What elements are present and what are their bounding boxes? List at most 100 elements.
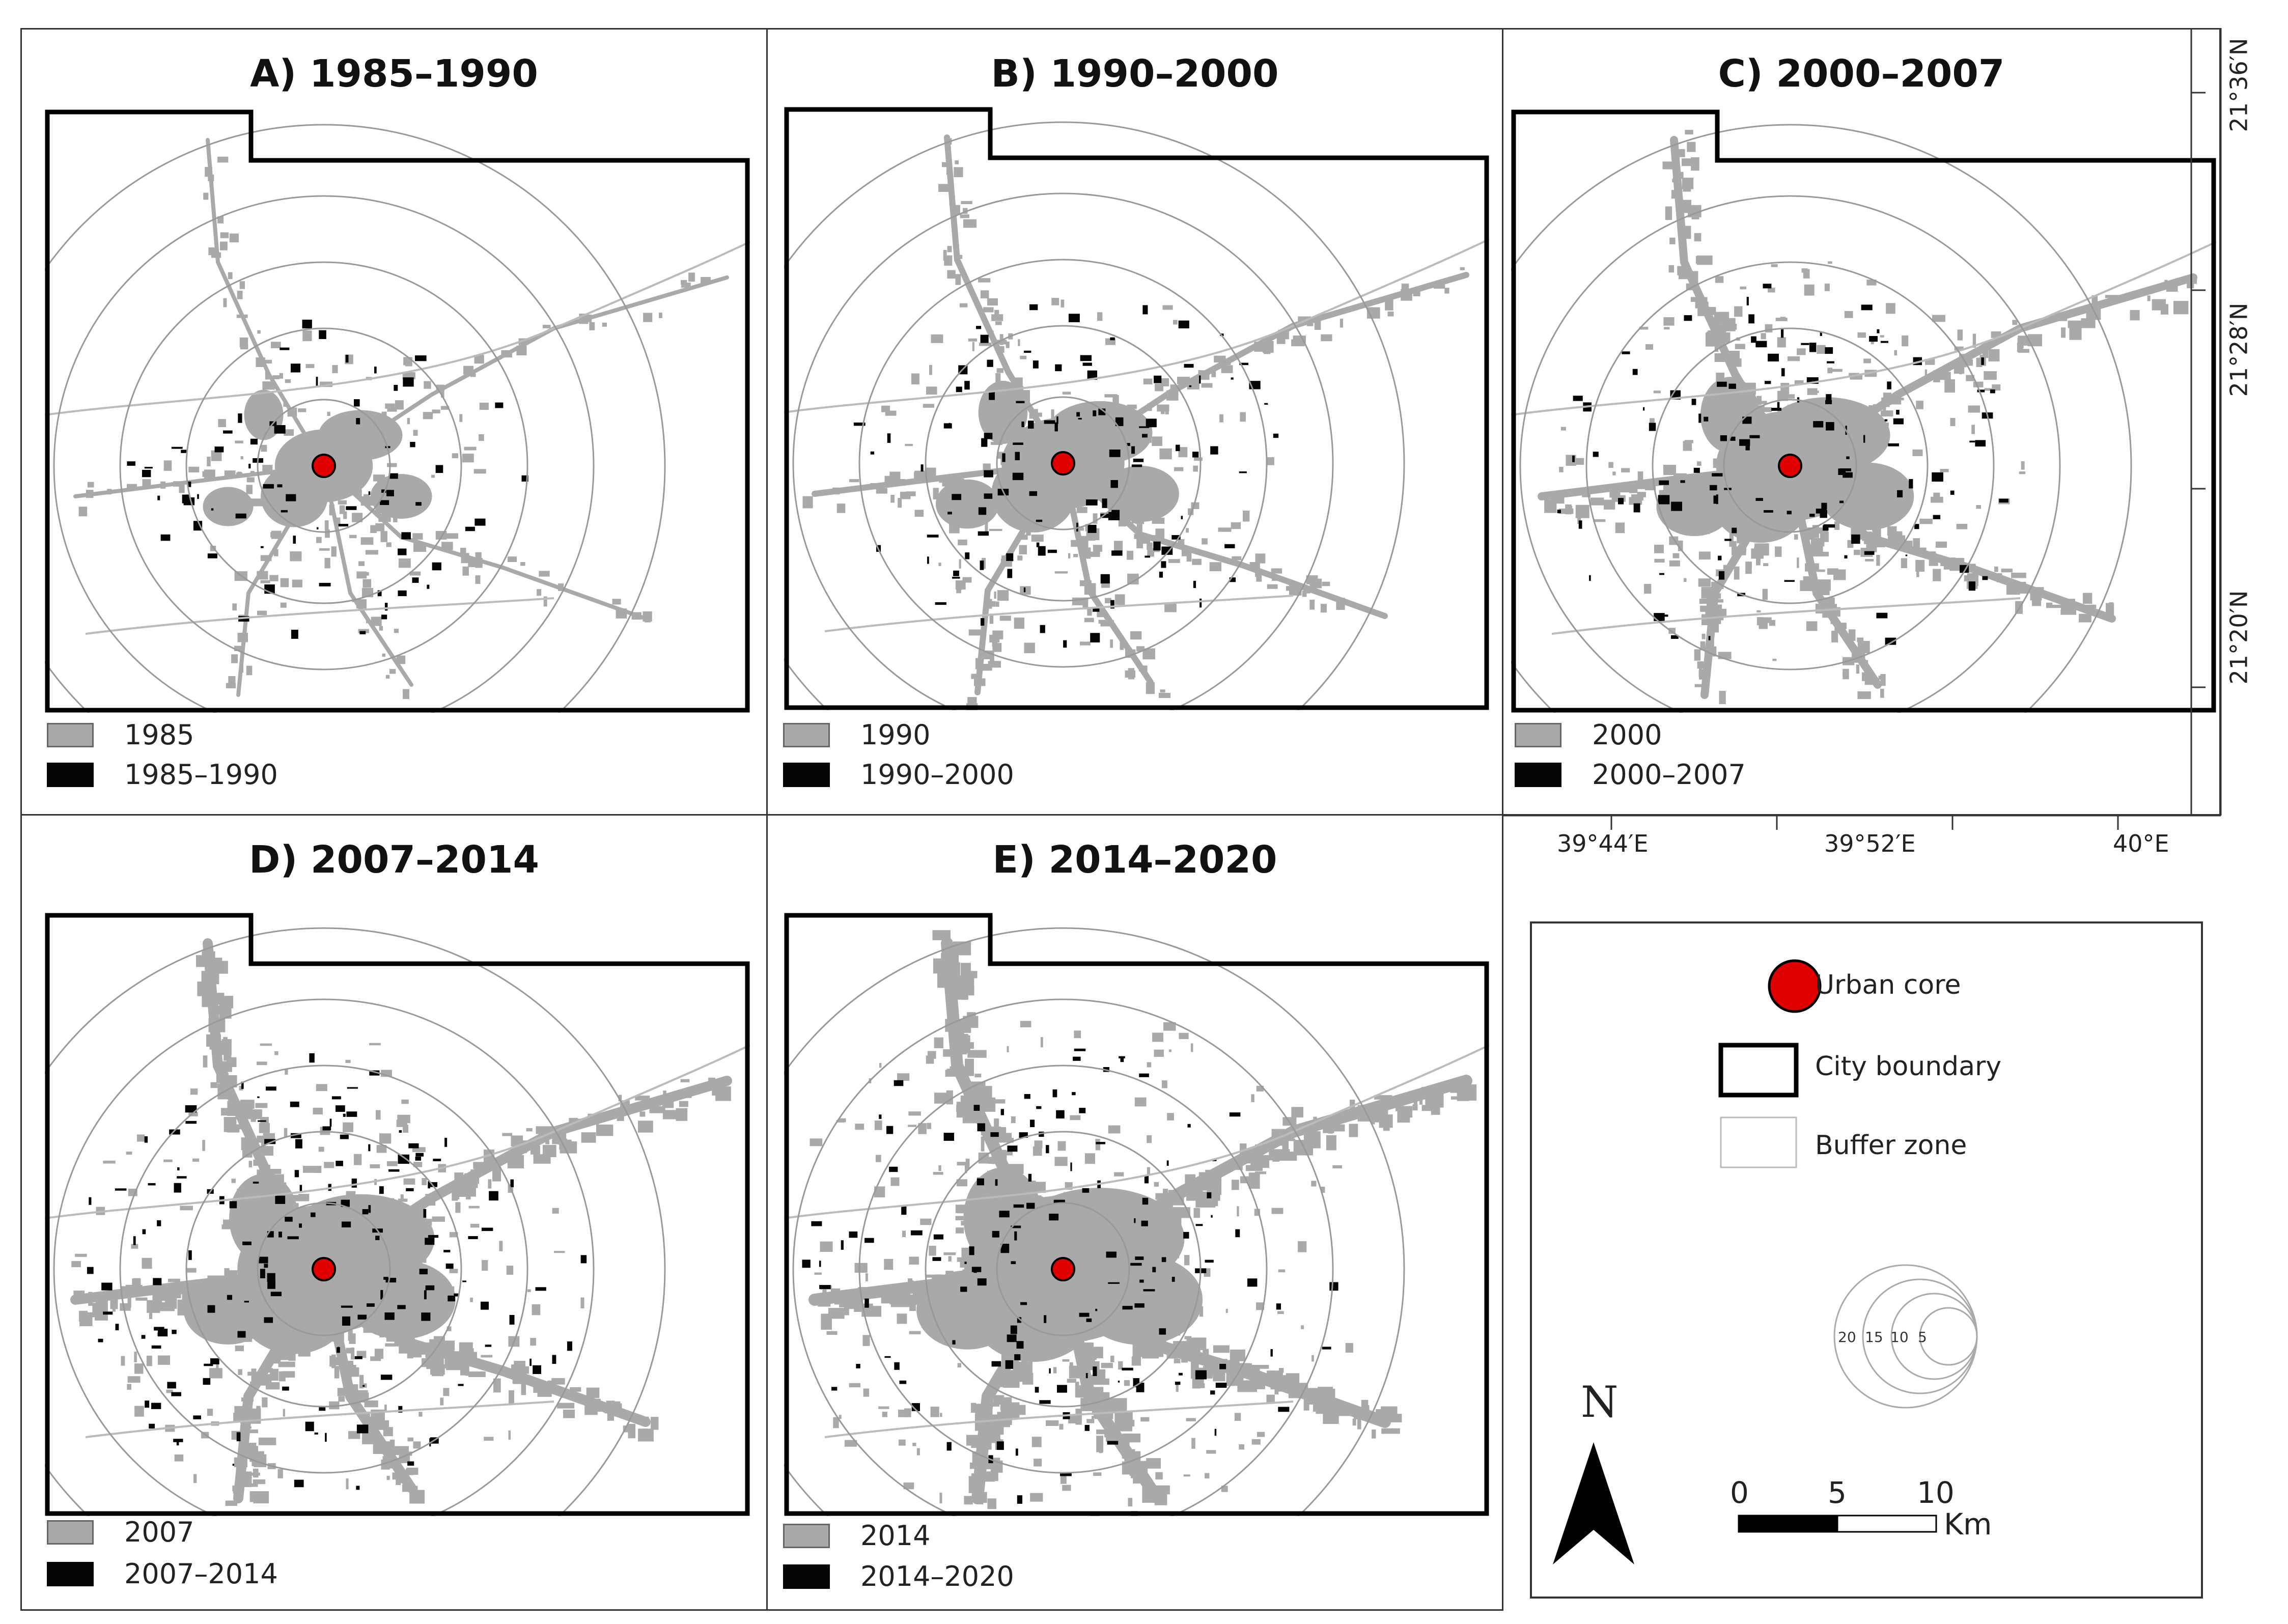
urban-patch <box>319 1305 333 1309</box>
urban-patch <box>470 1297 473 1302</box>
urban-patch <box>127 1376 141 1383</box>
urban-growth-patch <box>1085 499 1098 506</box>
urban-patch <box>1818 551 1829 556</box>
urban-patch <box>383 1253 390 1259</box>
urban-patch <box>136 1134 145 1142</box>
panel-title: E) 2014–2020 <box>992 838 1277 882</box>
urban-growth-patch <box>351 1178 357 1188</box>
urban-patch <box>241 1483 258 1487</box>
urban-patch <box>223 298 227 307</box>
urban-growth-patch <box>1133 458 1144 462</box>
urban-patch <box>228 676 236 684</box>
urban-patch <box>209 1368 222 1379</box>
urban-patch <box>926 1274 944 1278</box>
urban-patch <box>1701 633 1706 639</box>
urban-growth-patch <box>299 1185 302 1191</box>
urban-patch <box>220 232 229 238</box>
urban-patch <box>1364 1405 1370 1413</box>
urban-patch <box>989 528 1002 531</box>
legend-change-c: 2000–2007 <box>1515 759 1746 791</box>
urban-growth-patch <box>1084 1424 1090 1431</box>
legend-base-c: 2000 <box>1515 719 1662 751</box>
urban-patch <box>595 1398 601 1408</box>
urban-patch <box>1040 426 1053 430</box>
urban-patch <box>1164 602 1177 612</box>
urban-patch <box>407 417 410 425</box>
urban-patch <box>462 454 474 463</box>
urban-patch <box>612 599 621 605</box>
legend-label: 2000–2007 <box>1592 759 1746 791</box>
urban-patch <box>990 441 1003 445</box>
urban-patch <box>943 249 947 261</box>
urban-growth-patch <box>889 1166 898 1172</box>
urban-patch <box>396 1467 402 1471</box>
urban-patch <box>1457 1085 1469 1101</box>
urban-patch <box>1170 1247 1180 1258</box>
urban-patch <box>938 1165 941 1171</box>
urban-patch <box>253 1468 259 1478</box>
urban-patch <box>1031 535 1044 542</box>
urban-patch <box>375 523 385 531</box>
urban-patch <box>1751 548 1764 559</box>
urban-patch <box>701 277 711 284</box>
urban-patch <box>163 460 172 471</box>
urban-patch <box>275 1351 287 1355</box>
urban-patch <box>389 669 396 674</box>
urban-patch <box>1025 1224 1036 1230</box>
urban-growth-patch <box>290 1133 301 1138</box>
urban-patch <box>284 1128 288 1138</box>
urban-patch <box>329 504 334 516</box>
urban-growth-patch <box>1207 1192 1212 1198</box>
urban-growth-patch <box>1732 527 1737 534</box>
urban-patch <box>243 1264 250 1274</box>
urban-patch <box>1101 1363 1113 1368</box>
urban-patch <box>380 531 387 542</box>
urban-patch <box>923 404 935 408</box>
urban-patch <box>1727 464 1735 471</box>
urban-growth-patch <box>1826 361 1835 363</box>
urban-growth-patch <box>169 1129 180 1135</box>
urban-growth-patch <box>964 381 970 390</box>
urban-patch <box>1077 1240 1084 1247</box>
urban-patch <box>179 484 185 493</box>
urban-patch <box>960 485 970 490</box>
urban-patch <box>382 653 386 657</box>
urban-patch <box>1772 658 1777 661</box>
urban-patch <box>205 166 212 177</box>
urban-growth-patch <box>185 1121 197 1124</box>
urban-patch <box>340 1331 344 1341</box>
urban-patch <box>1811 490 1822 495</box>
urban-patch <box>913 1284 918 1291</box>
urban-growth-patch <box>1189 385 1192 387</box>
urban-patch <box>1011 1116 1016 1124</box>
urban-growth-patch <box>248 463 251 469</box>
urban-growth-patch <box>978 507 987 515</box>
urban-growth-patch <box>428 1235 439 1238</box>
legend-label: 1985 <box>124 719 194 751</box>
urban-patch <box>468 1206 480 1209</box>
urban-growth-patch <box>976 326 982 329</box>
urban-patch <box>925 467 936 479</box>
urban-patch <box>1693 485 1698 498</box>
urban-patch <box>1174 1358 1181 1363</box>
urban-patch <box>1740 286 1747 290</box>
urban-patch <box>1225 1308 1228 1313</box>
urban-patch <box>1619 484 1630 493</box>
urban-patch <box>1719 691 1726 705</box>
urban-patch <box>1844 311 1853 318</box>
urban-patch <box>1764 617 1772 623</box>
urban-growth-patch <box>253 1182 259 1184</box>
urban-patch <box>1629 487 1638 493</box>
urban-patch <box>1749 512 1761 520</box>
urban-core-marker <box>1051 1257 1075 1281</box>
urban-patch <box>1810 538 1821 550</box>
urban-patch <box>1214 355 1226 362</box>
urban-patch <box>339 505 345 514</box>
urban-patch <box>349 1333 356 1344</box>
urban-patch <box>1014 1314 1019 1321</box>
urban-patch <box>373 474 385 482</box>
urban-patch <box>939 477 942 483</box>
urban-growth-patch <box>1680 480 1685 483</box>
urban-patch <box>1711 623 1719 633</box>
urban-patch <box>87 482 94 488</box>
